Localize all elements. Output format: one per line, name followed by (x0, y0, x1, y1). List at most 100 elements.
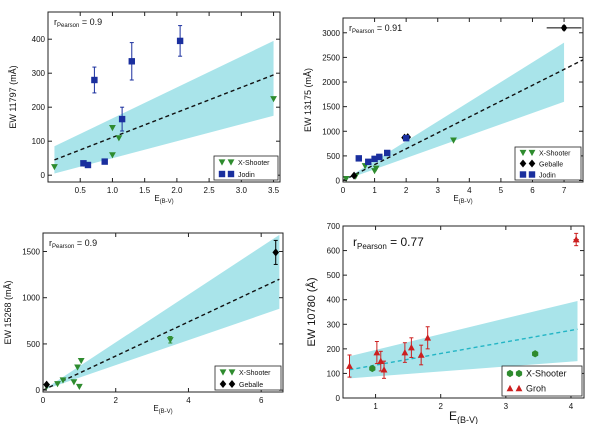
data-point (532, 350, 539, 358)
data-point (401, 348, 409, 356)
axes-frame (342, 225, 585, 399)
data-point (166, 337, 174, 344)
y-tick-label: 700 (327, 222, 341, 231)
data-point (101, 158, 108, 165)
data-point (43, 380, 50, 389)
pearson-annotation: rPearson = 0.77 (353, 235, 424, 251)
plot-area (346, 232, 580, 379)
data-point (384, 149, 391, 157)
y-axis-label: EW 10780 (Å) (305, 277, 318, 346)
legend-marker (515, 369, 523, 378)
y-tick-label: 0 (336, 177, 341, 186)
data-point (376, 153, 383, 161)
plot-area (43, 234, 280, 391)
legend-label: X-Shooter (238, 160, 270, 167)
x-tick-label: 0 (41, 396, 46, 405)
data-point (417, 351, 425, 358)
legend: X-Shooter Geballe (214, 365, 282, 391)
x-tick-label: 3 (504, 402, 509, 411)
y-axis-label: EW 11797 (mÅ) (8, 65, 18, 128)
legend-label: Geballe (239, 382, 263, 389)
plot-area (51, 25, 277, 174)
x-tick-label: 0.5 (75, 186, 87, 195)
x-axis-label: E(B-V) (449, 409, 478, 424)
data-point (380, 366, 388, 373)
panel-ew-13175: 0 1 2 3 4 5 6 7 0 500 1000 1500 2000 2500 3000 E(B-V) EW… (303, 17, 584, 205)
legend-marker (218, 170, 226, 178)
y-tick-label: 300 (327, 320, 341, 329)
legend-marker (227, 159, 235, 166)
legend-marker (528, 149, 536, 157)
confidence-band (43, 234, 280, 391)
x-tick-label: 3.0 (236, 186, 248, 195)
y-tick-label: 1000 (322, 127, 340, 136)
data-point (346, 362, 353, 369)
legend: X-Shooter Geballe Jodin (514, 146, 582, 181)
y-tick-label: 0 (36, 386, 41, 395)
y-tick-label: 0 (41, 171, 46, 180)
data-point (572, 235, 580, 243)
data-point (424, 334, 432, 341)
y-tick-label: 500 (327, 271, 341, 280)
data-point (369, 364, 376, 373)
data-point (77, 357, 85, 365)
data-point (176, 37, 184, 45)
data-point (272, 248, 280, 257)
data-point (402, 134, 410, 142)
axes-frame (342, 17, 584, 183)
x-tick-label: 4 (467, 186, 472, 195)
x-tick-label: 6 (530, 186, 535, 195)
x-tick-label: 2.0 (171, 186, 183, 195)
data-point (84, 161, 92, 169)
fit-line (349, 328, 578, 371)
data-point (371, 155, 378, 163)
series-geballe (43, 239, 280, 389)
confidence-band (54, 40, 274, 174)
y-tick-label: 100 (327, 369, 341, 378)
y-tick-label: 500 (327, 152, 341, 161)
data-point (372, 165, 380, 172)
y-tick-label: 200 (32, 103, 46, 112)
data-point (350, 171, 358, 180)
fit-line (343, 59, 583, 182)
data-point (75, 383, 83, 391)
legend: X-Shooter Groh (501, 365, 583, 397)
series-x-shooter (43, 336, 174, 391)
y-tick-label: 1500 (322, 103, 340, 112)
y-tick-label: 400 (32, 35, 46, 44)
axes-frame (42, 232, 284, 393)
x-tick-label: 0 (341, 186, 346, 195)
pearson-annotation: rPearson = 0.91 (349, 23, 402, 35)
data-point (109, 125, 116, 132)
series-groh (346, 232, 580, 379)
x-tick-label: 7 (562, 186, 567, 195)
data-point (70, 379, 78, 386)
legend-marker (219, 369, 227, 376)
x-tick-label: 2 (438, 402, 443, 411)
legend-marker (528, 159, 536, 168)
panel-ew-15268: 0 2 4 6 0 500 1000 1500 E(B-V) EW 15268 (mÅ) rPear… (3, 232, 284, 415)
legend-marker (228, 380, 236, 388)
legend-marker (227, 170, 235, 178)
x-axis-label: E(B-V) (153, 404, 172, 415)
axes-frame (47, 11, 281, 183)
series-x-shooter (369, 350, 539, 373)
x-tick-label: 6 (259, 396, 264, 405)
data-point (59, 377, 67, 384)
data-point (109, 152, 116, 159)
legend-label: Geballe (539, 162, 563, 169)
legend-marker (506, 384, 514, 392)
x-tick-label: 3 (436, 186, 441, 195)
legend-marker (228, 369, 236, 376)
y-tick-label: 100 (32, 137, 46, 146)
data-point (407, 344, 415, 351)
x-tick-label: 2 (114, 396, 119, 405)
data-point (450, 137, 457, 144)
fit-line (43, 278, 280, 391)
legend-label: X-Shooter (526, 369, 567, 379)
legend-marker (528, 171, 536, 178)
x-tick-label: 1 (373, 402, 378, 411)
series-jodin (80, 25, 184, 169)
data-point (343, 175, 350, 182)
data-point (355, 155, 362, 162)
